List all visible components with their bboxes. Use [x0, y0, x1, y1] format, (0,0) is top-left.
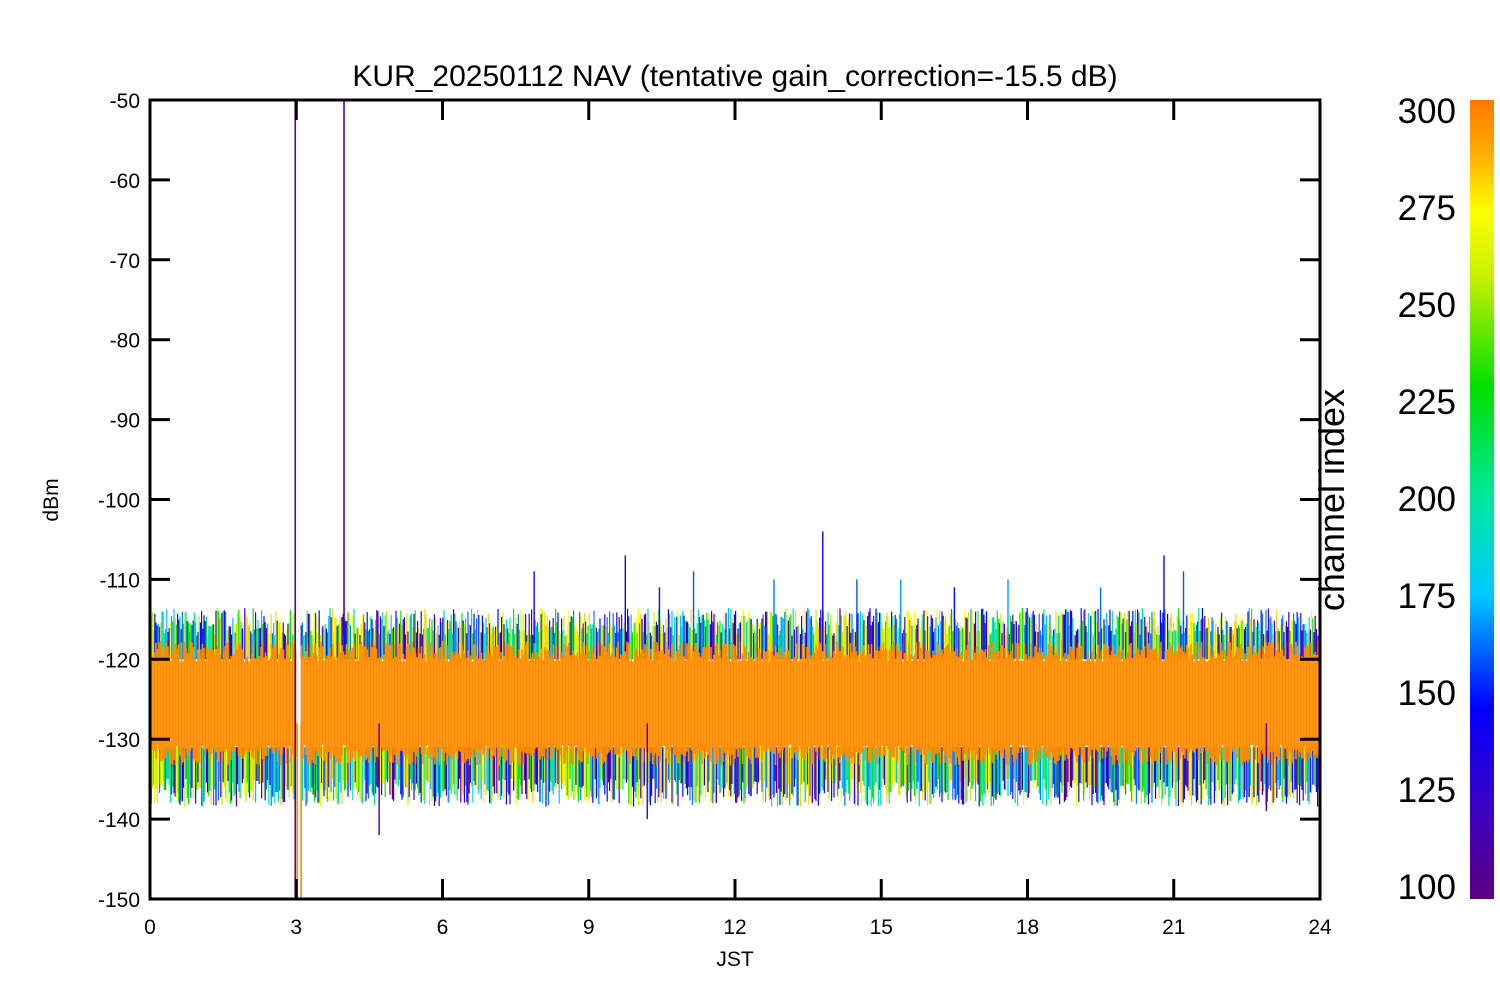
y-tick-label: -70: [110, 250, 140, 273]
noise-core: [150, 640, 1320, 766]
colorbar-tick-label: 225: [1398, 383, 1456, 422]
colorbar-tick-label: 300: [1398, 92, 1456, 131]
colorbar-tick-label: 200: [1398, 480, 1456, 519]
x-tick-label: 18: [1016, 916, 1039, 939]
y-tick-label: -130: [98, 729, 140, 752]
colorbar-tick-label: 175: [1398, 577, 1456, 616]
y-axis-label: dBm: [40, 478, 63, 521]
colorbar: [1470, 100, 1494, 899]
y-tick-label: -100: [98, 490, 140, 513]
x-axis: 0 3 6 9 12 15 18 21 24: [144, 100, 1332, 939]
x-tick-label: 15: [870, 916, 893, 939]
colorbar-tick-label: 250: [1398, 286, 1456, 325]
colorbar-tick-label: 150: [1398, 674, 1456, 713]
colorbar-tick-label: 100: [1398, 868, 1456, 907]
y-tick-label: -60: [110, 170, 140, 193]
y-tick-label: -90: [110, 410, 140, 433]
x-tick-label: 24: [1308, 916, 1332, 939]
plot-data: [150, 100, 1320, 899]
y-tick-label: -150: [98, 889, 140, 912]
y-tick-label: -50: [110, 90, 140, 113]
y-tick-label: -140: [98, 809, 140, 832]
colorbar-label: channel index: [1311, 389, 1352, 611]
x-tick-label: 3: [290, 916, 302, 939]
x-tick-label: 6: [437, 916, 449, 939]
colorbar-ticks: 100 125 150 175 200 225 250 275 300: [1398, 92, 1456, 907]
x-tick-label: 9: [583, 916, 595, 939]
colorbar-tick-label: 275: [1398, 189, 1456, 228]
x-tick-label: 21: [1162, 916, 1185, 939]
y-tick-label: -120: [98, 649, 140, 672]
colorbar-tick-label: 125: [1398, 771, 1456, 810]
y-axis: -50 -60 -70 -80 -90 -100 -110 -120 -130 -140 -150: [98, 90, 1320, 912]
y-tick-label: -110: [100, 569, 140, 592]
chart-title: KUR_20250112 NAV (tentative gain_correct…: [352, 60, 1117, 93]
y-tick-label: -80: [110, 330, 140, 353]
x-tick-label: 0: [144, 916, 156, 939]
data-gap: [297, 619, 301, 796]
x-axis-label: JST: [716, 948, 754, 971]
x-tick-label: 12: [723, 916, 746, 939]
